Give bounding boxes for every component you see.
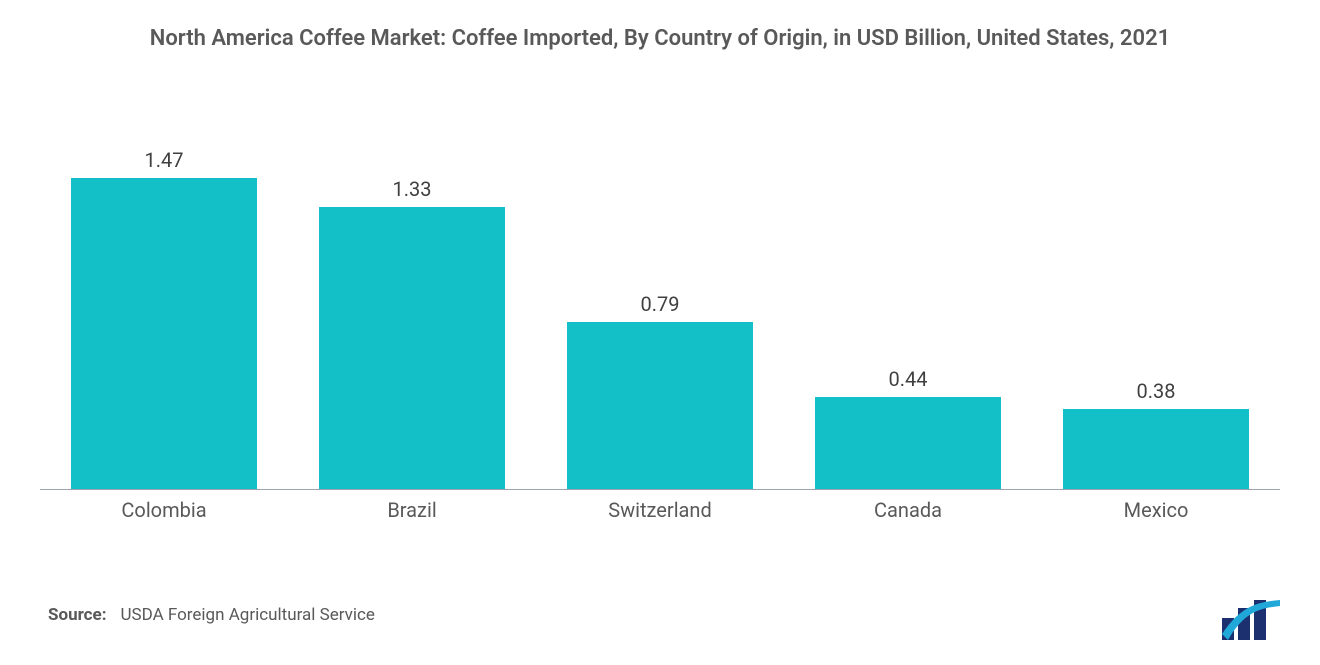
chart-title: North America Coffee Market: Coffee Impo… [0,0,1320,54]
bar-slot: 0.44 [784,150,1032,490]
value-label: 0.38 [1063,379,1249,403]
x-label: Canada [784,490,1032,530]
x-axis-labels: Colombia Brazil Switzerland Canada Mexic… [40,490,1280,530]
x-label: Mexico [1032,490,1280,530]
bar-colombia: 1.47 [71,178,257,490]
bar-brazil: 1.33 [319,207,505,490]
bar-canada: 0.44 [815,397,1001,491]
source-attribution: Source: USDA Foreign Agricultural Servic… [48,605,375,625]
value-label: 1.33 [319,177,505,201]
bar-chart: 1.47 1.33 0.79 0.44 0.38 Colombia Brazil [40,150,1280,530]
value-label: 0.44 [815,367,1001,391]
x-label: Brazil [288,490,536,530]
bar-switzerland: 0.79 [567,322,753,490]
x-label: Switzerland [536,490,784,530]
value-label: 0.79 [567,292,753,316]
bar-slot: 0.79 [536,150,784,490]
bar-slot: 1.47 [40,150,288,490]
x-label: Colombia [40,490,288,530]
bar-mexico: 0.38 [1063,409,1249,490]
bar-slot: 1.33 [288,150,536,490]
value-label: 1.47 [71,148,257,172]
source-text: USDA Foreign Agricultural Service [120,605,374,625]
bar-slot: 0.38 [1032,150,1280,490]
source-label: Source: [48,605,106,625]
bar-group: 1.47 1.33 0.79 0.44 0.38 [40,150,1280,490]
mordor-logo-icon [1220,600,1290,640]
